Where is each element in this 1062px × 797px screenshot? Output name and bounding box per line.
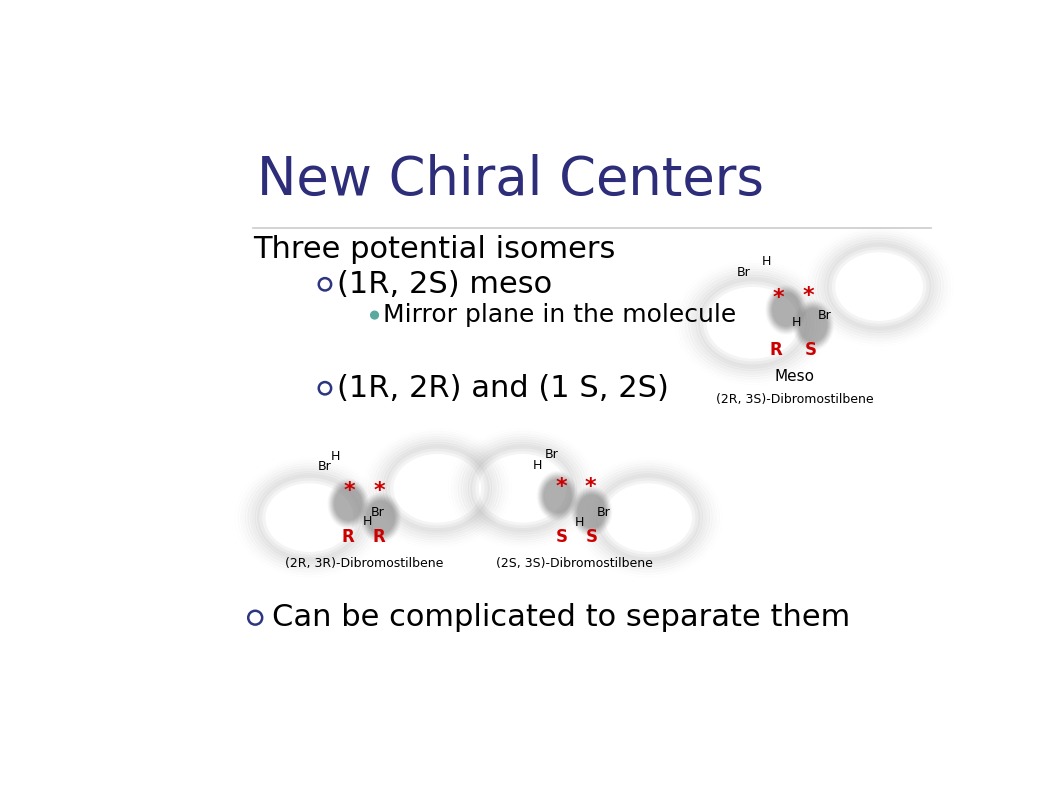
Ellipse shape bbox=[767, 287, 805, 332]
Text: Br: Br bbox=[818, 308, 832, 322]
Ellipse shape bbox=[364, 497, 397, 538]
Circle shape bbox=[371, 312, 378, 319]
Text: *: * bbox=[584, 477, 596, 497]
Ellipse shape bbox=[794, 302, 832, 348]
Text: (2S, 3S)-Dibromostilbene: (2S, 3S)-Dibromostilbene bbox=[496, 557, 653, 571]
Ellipse shape bbox=[327, 478, 369, 529]
Text: Br: Br bbox=[597, 506, 611, 520]
Text: Can be complicated to separate them: Can be complicated to separate them bbox=[272, 603, 851, 632]
Text: R: R bbox=[373, 528, 386, 546]
Ellipse shape bbox=[798, 306, 829, 344]
Text: New Chiral Centers: New Chiral Centers bbox=[257, 155, 764, 206]
Ellipse shape bbox=[577, 493, 606, 529]
Ellipse shape bbox=[800, 308, 827, 342]
Text: (2R, 3R)-Dibromostilbene: (2R, 3R)-Dibromostilbene bbox=[285, 557, 443, 571]
Ellipse shape bbox=[361, 493, 400, 542]
Ellipse shape bbox=[796, 304, 830, 346]
Text: *: * bbox=[772, 289, 784, 308]
Ellipse shape bbox=[793, 301, 833, 349]
Ellipse shape bbox=[570, 486, 613, 536]
Text: Br: Br bbox=[318, 461, 331, 473]
Ellipse shape bbox=[538, 473, 577, 519]
Ellipse shape bbox=[766, 285, 807, 335]
Ellipse shape bbox=[331, 483, 365, 524]
Ellipse shape bbox=[329, 481, 367, 527]
Ellipse shape bbox=[365, 498, 396, 537]
Ellipse shape bbox=[536, 471, 578, 521]
Ellipse shape bbox=[542, 477, 573, 516]
Text: *: * bbox=[344, 481, 356, 501]
Ellipse shape bbox=[799, 307, 828, 344]
Text: Meso: Meso bbox=[774, 369, 815, 384]
Text: H: H bbox=[792, 316, 802, 329]
Text: Br: Br bbox=[737, 266, 751, 279]
Ellipse shape bbox=[328, 480, 369, 528]
Ellipse shape bbox=[576, 492, 607, 531]
Ellipse shape bbox=[537, 472, 578, 520]
Ellipse shape bbox=[771, 292, 801, 328]
Text: R: R bbox=[342, 528, 355, 546]
Text: S: S bbox=[585, 528, 598, 546]
Ellipse shape bbox=[575, 491, 609, 532]
Text: S: S bbox=[555, 528, 567, 546]
Ellipse shape bbox=[578, 494, 605, 528]
Ellipse shape bbox=[360, 493, 401, 543]
Ellipse shape bbox=[767, 285, 806, 334]
Text: H: H bbox=[576, 516, 584, 529]
Ellipse shape bbox=[795, 304, 832, 347]
Ellipse shape bbox=[330, 482, 366, 525]
Text: H: H bbox=[763, 255, 771, 268]
Text: S: S bbox=[805, 341, 817, 359]
Ellipse shape bbox=[770, 290, 802, 329]
Text: (1R, 2S) meso: (1R, 2S) meso bbox=[337, 270, 551, 299]
Ellipse shape bbox=[769, 289, 803, 330]
Text: H: H bbox=[533, 459, 542, 472]
Text: R: R bbox=[770, 341, 783, 359]
Ellipse shape bbox=[544, 479, 571, 513]
Text: H: H bbox=[331, 450, 341, 462]
Ellipse shape bbox=[573, 490, 610, 533]
Text: Three potential isomers: Three potential isomers bbox=[253, 235, 615, 264]
Ellipse shape bbox=[365, 500, 396, 536]
Text: *: * bbox=[555, 477, 567, 497]
Text: Mirror plane in the molecule: Mirror plane in the molecule bbox=[383, 303, 736, 327]
Ellipse shape bbox=[333, 485, 363, 522]
Ellipse shape bbox=[335, 487, 362, 520]
Ellipse shape bbox=[539, 474, 576, 518]
Ellipse shape bbox=[572, 489, 611, 534]
Text: Br: Br bbox=[371, 506, 384, 520]
Text: Br: Br bbox=[545, 448, 559, 461]
Ellipse shape bbox=[772, 292, 800, 327]
Ellipse shape bbox=[362, 495, 399, 540]
Text: *: * bbox=[803, 286, 815, 306]
Text: (2R, 3S)-Dibromostilbene: (2R, 3S)-Dibromostilbene bbox=[716, 393, 873, 406]
Ellipse shape bbox=[332, 485, 364, 523]
Ellipse shape bbox=[366, 501, 395, 535]
Ellipse shape bbox=[363, 496, 398, 540]
Ellipse shape bbox=[768, 288, 804, 332]
Text: H: H bbox=[363, 515, 373, 528]
Ellipse shape bbox=[543, 478, 572, 514]
Text: (1R, 2R) and (1 S, 2S): (1R, 2R) and (1 S, 2S) bbox=[337, 374, 668, 402]
Ellipse shape bbox=[541, 476, 575, 516]
Ellipse shape bbox=[792, 300, 834, 351]
Ellipse shape bbox=[571, 488, 612, 536]
Text: *: * bbox=[374, 481, 386, 501]
